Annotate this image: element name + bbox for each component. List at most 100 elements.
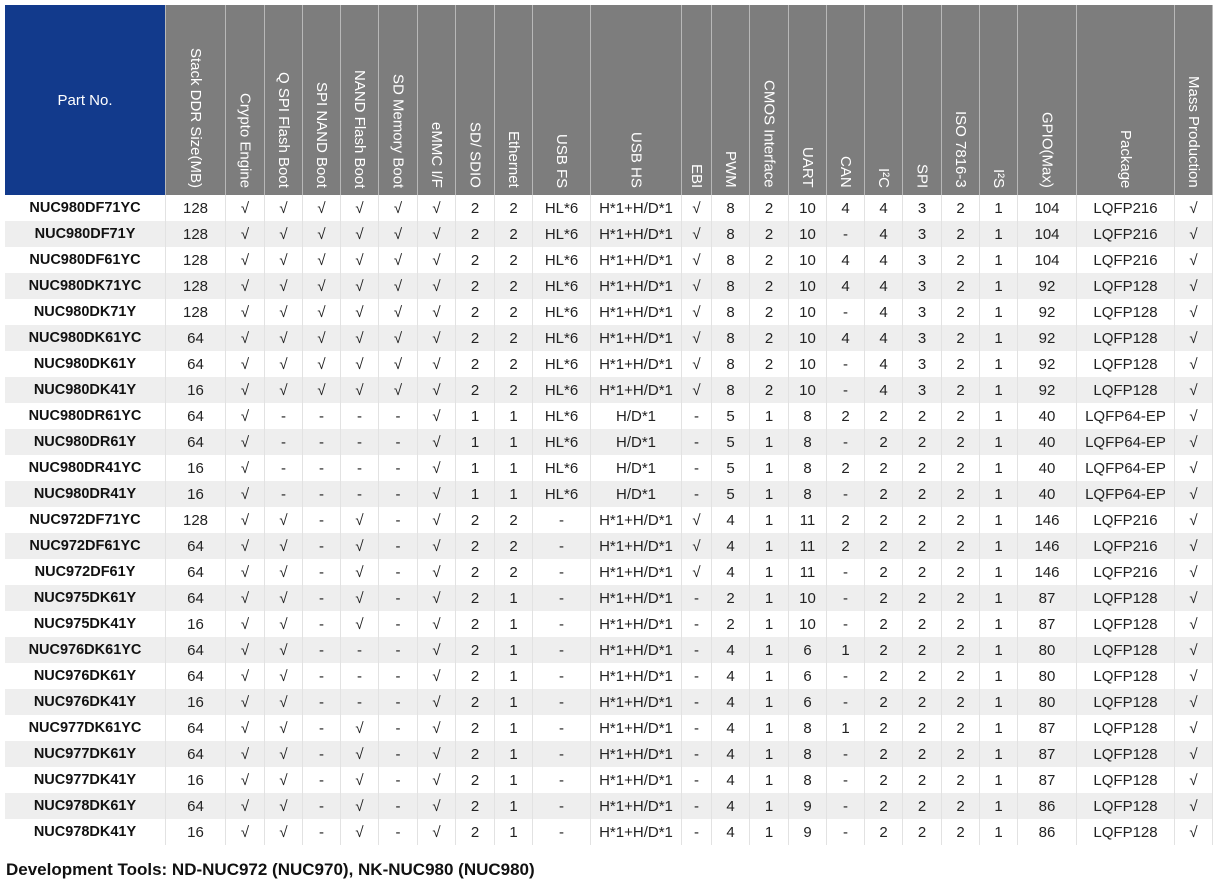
- table-cell: 1: [750, 819, 789, 845]
- table-cell: LQFP216: [1077, 195, 1175, 221]
- column-header: Stack DDR Size(MB): [166, 5, 226, 195]
- table-cell: -: [827, 221, 865, 247]
- table-row: NUC980DK71YC 128 √ √ √ √ √ √ 2 2 HL*6 H*1+H/D*1 √ 8 2 1…: [5, 273, 1213, 299]
- table-cell: √: [1175, 429, 1213, 455]
- table-cell: -: [533, 663, 591, 689]
- table-cell: 2: [712, 611, 750, 637]
- table-cell: √: [1175, 403, 1213, 429]
- table-cell: 2: [456, 351, 495, 377]
- table-cell: √: [226, 247, 265, 273]
- table-cell: √: [303, 273, 341, 299]
- table-cell: LQFP128: [1077, 715, 1175, 741]
- table-cell: √: [226, 481, 265, 507]
- table-cell: √: [303, 377, 341, 403]
- table-row: NUC980DK71Y 128 √ √ √ √ √ √ 2 2 HL*6 H*1+H/D*1 √ 8 2 10…: [5, 299, 1213, 325]
- table-cell: LQFP216: [1077, 533, 1175, 559]
- table-cell: 2: [750, 273, 789, 299]
- table-cell: 11: [789, 507, 827, 533]
- table-cell: -: [533, 507, 591, 533]
- table-cell: H*1+H/D*1: [591, 793, 682, 819]
- table-cell: HL*6: [533, 377, 591, 403]
- table-cell: 2: [865, 403, 903, 429]
- table-cell: √: [226, 351, 265, 377]
- table-cell: -: [303, 429, 341, 455]
- part-number-cell: NUC976DK61YC: [5, 637, 166, 663]
- table-cell: -: [827, 819, 865, 845]
- table-cell: -: [682, 715, 712, 741]
- table-cell: -: [341, 637, 379, 663]
- table-cell: 9: [789, 819, 827, 845]
- table-cell: √: [1175, 299, 1213, 325]
- table-cell: 1: [980, 585, 1018, 611]
- table-cell: 5: [712, 455, 750, 481]
- table-cell: 80: [1018, 637, 1077, 663]
- part-number-cell: NUC980DR61Y: [5, 429, 166, 455]
- table-cell: √: [1175, 663, 1213, 689]
- table-cell: √: [418, 793, 456, 819]
- table-cell: 2: [495, 195, 533, 221]
- table-cell: -: [533, 611, 591, 637]
- table-cell: 2: [903, 559, 942, 585]
- table-cell: H*1+H/D*1: [591, 741, 682, 767]
- table-cell: √: [1175, 325, 1213, 351]
- table-cell: √: [265, 819, 303, 845]
- table-cell: LQFP128: [1077, 273, 1175, 299]
- table-cell: 10: [789, 299, 827, 325]
- table-cell: 2: [903, 819, 942, 845]
- table-cell: -: [341, 481, 379, 507]
- table-cell: 128: [166, 247, 226, 273]
- table-cell: -: [341, 455, 379, 481]
- table-cell: HL*6: [533, 481, 591, 507]
- table-cell: -: [533, 689, 591, 715]
- table-cell: 1: [456, 429, 495, 455]
- column-header-label: I²C: [875, 168, 892, 188]
- table-cell: 2: [865, 741, 903, 767]
- table-cell: H/D*1: [591, 429, 682, 455]
- table-cell: 92: [1018, 325, 1077, 351]
- table-cell: 16: [166, 767, 226, 793]
- table-cell: 2: [865, 455, 903, 481]
- table-cell: -: [827, 351, 865, 377]
- table-cell: 2: [495, 299, 533, 325]
- table-cell: 2: [942, 325, 980, 351]
- table-row: NUC980DR41YC 16 √ - - - - √ 1 1 HL*6 H/D*1-5 1 8 2 2 2 2 1…: [5, 455, 1213, 481]
- table-cell: √: [226, 299, 265, 325]
- table-cell: 4: [712, 507, 750, 533]
- table-cell: √: [226, 559, 265, 585]
- table-cell: 64: [166, 637, 226, 663]
- table-cell: √: [226, 273, 265, 299]
- table-cell: LQFP128: [1077, 689, 1175, 715]
- table-cell: 16: [166, 819, 226, 845]
- table-cell: 2: [495, 221, 533, 247]
- table-cell: 1: [980, 273, 1018, 299]
- table-cell: 2: [750, 195, 789, 221]
- table-cell: 1: [980, 247, 1018, 273]
- table-cell: √: [341, 325, 379, 351]
- column-header-label: Mass Production: [1185, 76, 1202, 188]
- table-cell: 1: [495, 611, 533, 637]
- table-cell: 6: [789, 689, 827, 715]
- table-cell: 1: [750, 689, 789, 715]
- table-cell: √: [265, 507, 303, 533]
- table-cell: 1: [980, 377, 1018, 403]
- table-cell: 2: [942, 611, 980, 637]
- table-cell: LQFP64-EP: [1077, 481, 1175, 507]
- table-cell: H*1+H/D*1: [591, 325, 682, 351]
- table-cell: 8: [712, 273, 750, 299]
- column-header-label: UART: [799, 147, 816, 188]
- table-cell: 2: [942, 689, 980, 715]
- table-cell: 2: [456, 741, 495, 767]
- table-cell: 3: [903, 195, 942, 221]
- table-cell: √: [226, 637, 265, 663]
- table-cell: 1: [980, 793, 1018, 819]
- column-header: USB HS: [591, 5, 682, 195]
- column-header-label: Q SPI Flash Boot: [275, 72, 292, 188]
- table-cell: H*1+H/D*1: [591, 273, 682, 299]
- table-cell: 1: [495, 689, 533, 715]
- table-cell: 1: [750, 507, 789, 533]
- table-cell: 2: [456, 819, 495, 845]
- table-cell: -: [682, 455, 712, 481]
- table-cell: √: [265, 195, 303, 221]
- column-header: SD/ SDIO: [456, 5, 495, 195]
- table-cell: 4: [827, 247, 865, 273]
